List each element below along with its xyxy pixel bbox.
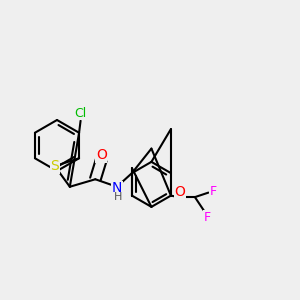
Text: O: O xyxy=(175,185,185,199)
Text: S: S xyxy=(50,159,59,173)
Text: F: F xyxy=(203,211,211,224)
Text: F: F xyxy=(209,184,217,198)
Text: Cl: Cl xyxy=(74,107,87,120)
Text: N: N xyxy=(112,181,122,195)
Text: H: H xyxy=(114,192,123,202)
Text: O: O xyxy=(96,148,107,162)
